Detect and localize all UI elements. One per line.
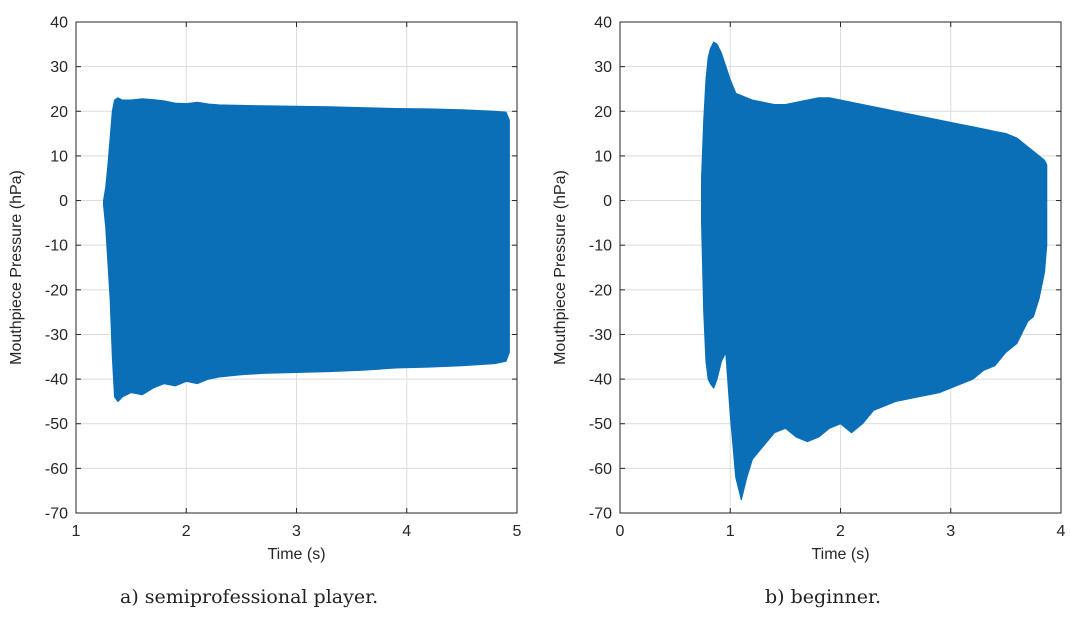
signal-envelope-area <box>701 41 1048 501</box>
y-tick-label: -30 <box>45 327 68 344</box>
y-tick-label: -70 <box>45 506 68 523</box>
y-tick-label: 0 <box>59 193 68 210</box>
y-tick-label: 30 <box>50 59 68 76</box>
y-tick-label: -50 <box>589 416 612 433</box>
y-tick-label: -20 <box>45 282 68 299</box>
x-tick-label: 2 <box>182 523 191 540</box>
caption-b: b) beginner. <box>765 586 882 608</box>
x-axis-label: Time (s) <box>811 546 869 563</box>
x-tick-label: 4 <box>402 523 411 540</box>
y-tick-label: -60 <box>589 461 612 478</box>
y-tick-label: 0 <box>603 193 612 210</box>
y-axis-label: Mouthpiece Pressure (hPa) <box>552 170 569 365</box>
y-tick-label: -50 <box>45 416 68 433</box>
caption-a: a) semiprofessional player. <box>120 586 379 608</box>
x-tick-label: 0 <box>616 523 625 540</box>
subplot-a: 1 2 3 4 5 -70 -60 -50 -40 -30 -20 -10 0 10 20 30 40 Time … <box>8 15 522 564</box>
x-tick-label: 3 <box>946 523 955 540</box>
y-tick-label: 10 <box>594 148 612 165</box>
y-tick-label: 30 <box>594 59 612 76</box>
y-tick-label: 20 <box>594 104 612 121</box>
y-tick-label: -10 <box>589 238 612 255</box>
chart-figure: 1 2 3 4 5-70-60-50-40-30-20-10010203040Time … <box>8 15 1066 564</box>
y-tick-label: 40 <box>50 15 68 32</box>
y-tick-label: 10 <box>50 148 68 165</box>
x-tick-label: 2 <box>836 523 845 540</box>
y-tick-label: -30 <box>589 327 612 344</box>
y-tick-label: -20 <box>589 282 612 299</box>
y-tick-label: 20 <box>50 104 68 121</box>
x-tick-label: 1 <box>72 523 81 540</box>
y-tick-label: -70 <box>589 506 612 523</box>
y-axis-label: Mouthpiece Pressure (hPa) <box>8 170 25 365</box>
y-tick-label: 40 <box>594 15 612 32</box>
y-tick-label: -40 <box>589 372 612 389</box>
subplot-b: 0 1 2 3 4 -70 -60 -50 -40 -30 -20 -10 0 10 20 30 40 Time … <box>552 15 1066 564</box>
x-tick-label: 3 <box>292 523 301 540</box>
x-tick-label: 1 <box>726 523 735 540</box>
y-tick-label: -60 <box>45 461 68 478</box>
y-tick-label: -40 <box>45 372 68 389</box>
y-tick-label: -10 <box>45 238 68 255</box>
x-tick-label: 4 <box>1057 523 1066 540</box>
x-axis-label: Time (s) <box>267 546 325 563</box>
x-tick-label: 5 <box>513 523 522 540</box>
signal-envelope-area <box>103 97 510 402</box>
